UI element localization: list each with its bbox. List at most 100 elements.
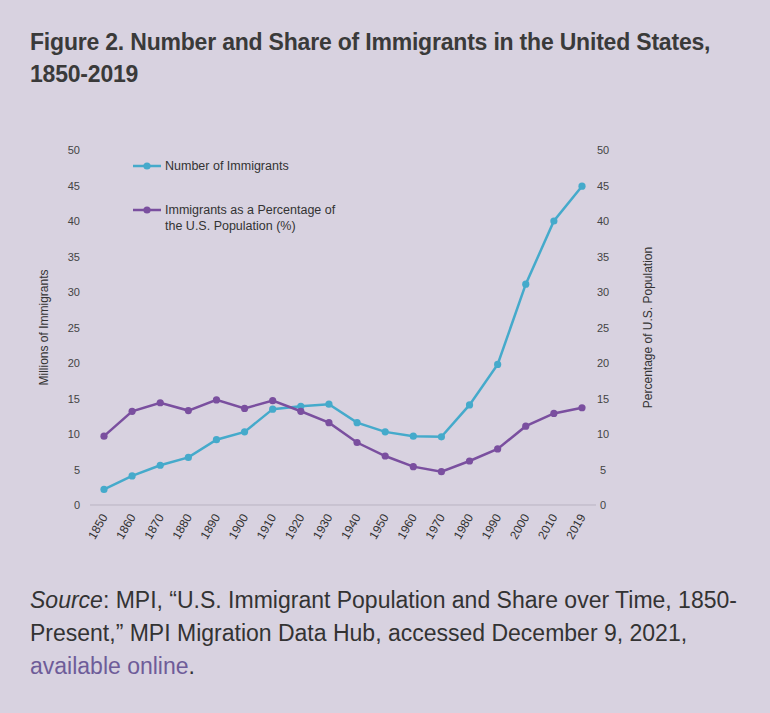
x-tick-label: 2019 bbox=[563, 511, 589, 541]
y-tick bbox=[84, 221, 88, 222]
point bbox=[100, 433, 107, 440]
x-tick-label: 1870 bbox=[141, 511, 167, 541]
point bbox=[269, 406, 276, 413]
point bbox=[129, 472, 136, 479]
y-tick-label: 5 bbox=[74, 464, 80, 476]
y-tick-label: 30 bbox=[68, 286, 80, 298]
source-label: Source bbox=[30, 587, 103, 613]
y2-axis-label: Percentage of U.S. Population bbox=[641, 247, 655, 408]
x-tick-label: 1850 bbox=[85, 511, 111, 541]
point bbox=[213, 396, 220, 403]
point bbox=[129, 408, 136, 415]
point bbox=[382, 428, 389, 435]
y-tick-label: 20 bbox=[68, 357, 80, 369]
point bbox=[353, 419, 360, 426]
y2-tick bbox=[596, 363, 598, 364]
y2-tick-label: 20 bbox=[597, 357, 609, 369]
y-tick-label: 0 bbox=[74, 499, 80, 511]
x-tick-label: 1930 bbox=[310, 511, 336, 541]
point bbox=[269, 397, 276, 404]
y-tick-label: 40 bbox=[68, 215, 80, 227]
x-tick-label: 1900 bbox=[226, 511, 252, 541]
point bbox=[100, 486, 107, 493]
y-tick bbox=[84, 327, 88, 328]
point bbox=[494, 361, 501, 368]
point bbox=[438, 468, 445, 475]
point bbox=[522, 423, 529, 430]
y2-tick-label: 35 bbox=[597, 251, 609, 263]
y2-tick-label: 45 bbox=[597, 180, 609, 192]
legend: Number of Immigrants Immigrants as a Perc… bbox=[133, 159, 336, 233]
y2-tick bbox=[596, 150, 598, 151]
point bbox=[410, 463, 417, 470]
point bbox=[382, 452, 389, 459]
source-end: . bbox=[189, 653, 195, 679]
x-tick-label: 1940 bbox=[338, 511, 364, 541]
y2-tick bbox=[596, 505, 598, 506]
y2-tick-label: 40 bbox=[597, 215, 609, 227]
y2-tick bbox=[596, 327, 598, 328]
x-tick-label: 1980 bbox=[451, 511, 477, 541]
point bbox=[353, 439, 360, 446]
y2-tick bbox=[596, 398, 598, 399]
point bbox=[241, 405, 248, 412]
y2-tick-label: 0 bbox=[600, 499, 606, 511]
point bbox=[241, 428, 248, 435]
x-tick-label: 1890 bbox=[198, 511, 224, 541]
source: Source: MPI, “U.S. Immigrant Population … bbox=[30, 584, 765, 683]
point bbox=[157, 462, 164, 469]
point bbox=[578, 183, 585, 190]
y-tick bbox=[84, 256, 88, 257]
x-tick-label: 1920 bbox=[282, 511, 308, 541]
series-line bbox=[104, 400, 582, 472]
point bbox=[466, 457, 473, 464]
point bbox=[185, 407, 192, 414]
y-tick bbox=[84, 150, 88, 151]
y-tick bbox=[84, 398, 88, 399]
y-tick-label: 35 bbox=[68, 251, 80, 263]
point bbox=[157, 399, 164, 406]
source-text: : MPI, “U.S. Immigrant Population and Sh… bbox=[30, 587, 737, 646]
y2-tick bbox=[596, 292, 598, 293]
x-tick-label: 1880 bbox=[169, 511, 195, 541]
point bbox=[550, 410, 557, 417]
point bbox=[325, 401, 332, 408]
plot-area bbox=[100, 183, 585, 493]
y-tick bbox=[84, 185, 88, 186]
y2-tick-label: 10 bbox=[597, 428, 609, 440]
y2-tick-label: 15 bbox=[597, 393, 609, 405]
y2-tick-label: 25 bbox=[597, 322, 609, 334]
point bbox=[325, 419, 332, 426]
point bbox=[466, 401, 473, 408]
source-link[interactable]: available online bbox=[30, 653, 189, 679]
x-tick-label: 1960 bbox=[394, 511, 420, 541]
y2-tick-label: 30 bbox=[597, 286, 609, 298]
point bbox=[410, 433, 417, 440]
point bbox=[578, 404, 585, 411]
x-tick-label: 2010 bbox=[535, 511, 561, 541]
point bbox=[494, 445, 501, 452]
point bbox=[213, 436, 220, 443]
y2-tick bbox=[596, 256, 598, 257]
y2-tick bbox=[596, 185, 598, 186]
y2-tick bbox=[596, 221, 598, 222]
x-tick-label: 1860 bbox=[113, 511, 139, 541]
y-tick-label: 45 bbox=[68, 180, 80, 192]
legend-marker bbox=[143, 162, 150, 169]
x-tick-label: 1970 bbox=[423, 511, 449, 541]
point bbox=[185, 454, 192, 461]
legend-label: Number of Immigrants bbox=[165, 159, 289, 173]
y-tick bbox=[84, 292, 88, 293]
y2-tick bbox=[596, 469, 598, 470]
y-tick-label: 50 bbox=[68, 144, 80, 156]
point bbox=[297, 408, 304, 415]
y-tick bbox=[84, 469, 88, 470]
y-axis-label: Millions of Immigrants bbox=[37, 269, 51, 385]
point bbox=[522, 281, 529, 288]
legend-marker bbox=[143, 206, 150, 213]
x-tick-label: 1910 bbox=[254, 511, 280, 541]
y-tick bbox=[84, 505, 88, 506]
legend-label: Immigrants as a Percentage ofthe U.S. Po… bbox=[165, 203, 336, 233]
y2-tick-label: 5 bbox=[600, 464, 606, 476]
x-axis bbox=[90, 505, 596, 506]
